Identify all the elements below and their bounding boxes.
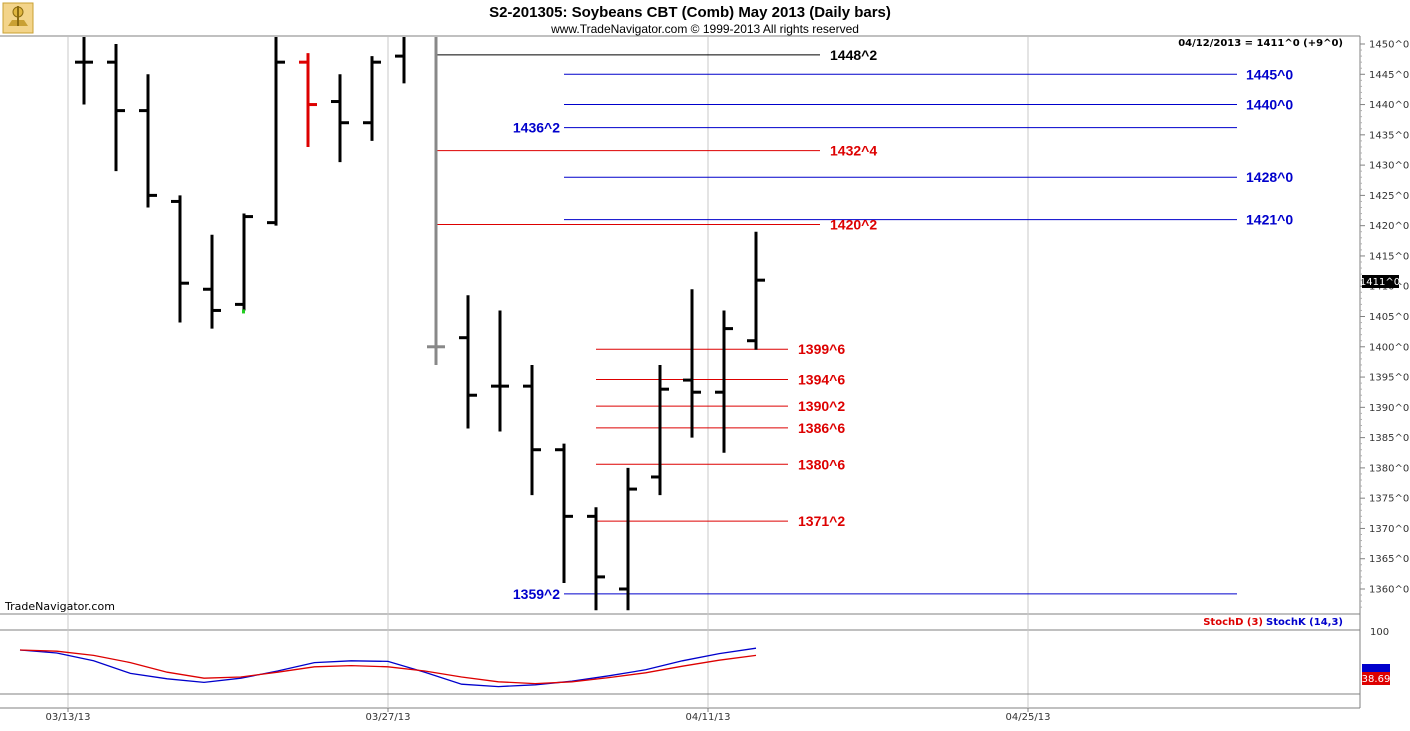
ohlc-bar bbox=[587, 507, 605, 611]
y-tick-label: 1395^0 bbox=[1369, 373, 1409, 384]
ohlc-bar bbox=[139, 74, 157, 208]
ohlc-bar bbox=[107, 44, 125, 172]
ohlc-bar bbox=[459, 295, 477, 429]
y-tick-label: 1445^0 bbox=[1369, 70, 1409, 81]
ohlc-bar bbox=[683, 289, 701, 438]
level-label: 1399^6 bbox=[798, 341, 845, 357]
level-label: 1421^0 bbox=[1246, 212, 1293, 228]
ohlc-bar bbox=[555, 443, 573, 583]
grid-layer bbox=[0, 37, 1360, 708]
y-tick-label: 1375^0 bbox=[1369, 494, 1409, 505]
y-tick-label: 1440^0 bbox=[1369, 100, 1409, 111]
y-tick-label: 1420^0 bbox=[1369, 221, 1409, 232]
stochd-legend: StochD (3) bbox=[1203, 617, 1263, 628]
ohlc-bar bbox=[299, 53, 317, 147]
y-tick-label: 1450^0 bbox=[1369, 40, 1409, 51]
ohlc-bar bbox=[363, 56, 381, 141]
stochd-line bbox=[19, 649, 757, 685]
level-label: 1359^2 bbox=[513, 586, 560, 602]
stochk-legend: StochK (14,3) bbox=[1266, 617, 1343, 628]
status-readout: 04/12/2013 = 1411^0 (+9^0) bbox=[1178, 38, 1343, 49]
y-tick-label: 1430^0 bbox=[1369, 161, 1409, 172]
trade-navigator-logo-icon bbox=[2, 2, 34, 34]
level-label: 1380^6 bbox=[798, 456, 845, 472]
ohlc-bar bbox=[75, 37, 93, 105]
stochd-value-badge: 38.69 bbox=[1362, 672, 1391, 685]
last-price-badge-text: 1411^0 bbox=[1360, 277, 1400, 288]
ohlc-bar bbox=[491, 310, 509, 432]
ohlc-bar bbox=[203, 234, 221, 329]
level-label: 1394^6 bbox=[798, 371, 845, 387]
signal-marker bbox=[242, 309, 245, 314]
y-tick-label: 1380^0 bbox=[1369, 463, 1409, 474]
stochastic-panel bbox=[19, 647, 757, 688]
price-levels: 1448^2 1445^0 1440^0 1436^2 1432^4 1428^0 1421… bbox=[437, 47, 1293, 602]
ohlc-bars bbox=[75, 37, 765, 611]
ohlc-bar bbox=[523, 364, 541, 496]
ohlc-bar bbox=[427, 37, 445, 365]
osc-level-100: 100 bbox=[1370, 627, 1389, 638]
level-label: 1428^0 bbox=[1246, 169, 1293, 185]
stochk-line bbox=[19, 647, 757, 688]
ohlc-bar bbox=[171, 195, 189, 323]
y-tick-label: 1390^0 bbox=[1369, 403, 1409, 414]
ohlc-bar bbox=[395, 37, 406, 84]
x-tick-label: 04/11/13 bbox=[686, 712, 731, 723]
ohlc-bar bbox=[331, 74, 349, 163]
stochk-value-badge bbox=[1362, 664, 1390, 672]
y-tick-label: 1365^0 bbox=[1369, 554, 1409, 565]
y-tick-label: 1405^0 bbox=[1369, 312, 1409, 323]
y-tick-label: 1385^0 bbox=[1369, 433, 1409, 444]
y-axis: 1450^0 1445^0 1440^0 1435^0 1430^0 1425^0 1420… bbox=[1360, 40, 1409, 608]
level-label: 1390^2 bbox=[798, 398, 845, 414]
x-tick-label: 03/13/13 bbox=[46, 712, 91, 723]
ohlc-bar bbox=[651, 364, 669, 496]
level-label: 1436^2 bbox=[513, 120, 560, 136]
y-tick-label: 1400^0 bbox=[1369, 342, 1409, 353]
y-tick-label: 1415^0 bbox=[1369, 251, 1409, 262]
y-tick-label: 1370^0 bbox=[1369, 524, 1409, 535]
level-label: 1420^2 bbox=[830, 216, 877, 232]
ohlc-bar bbox=[267, 37, 285, 226]
ohlc-bar bbox=[747, 231, 765, 350]
ohlc-bar bbox=[715, 310, 733, 453]
x-tick-label: 04/25/13 bbox=[1006, 712, 1051, 723]
level-label: 1371^2 bbox=[798, 513, 845, 529]
stochd-value-text: 38.69 bbox=[1362, 674, 1391, 685]
y-tick-label: 1435^0 bbox=[1369, 130, 1409, 141]
level-label: 1432^4 bbox=[830, 143, 877, 159]
y-tick-label: 1425^0 bbox=[1369, 191, 1409, 202]
level-label: 1448^2 bbox=[830, 47, 877, 63]
chart-title: S2-201305: Soybeans CBT (Comb) May 2013 … bbox=[489, 4, 891, 21]
ohlc-bar bbox=[619, 467, 637, 611]
y-tick-label: 1360^0 bbox=[1369, 585, 1409, 596]
chart-subtitle: www.TradeNavigator.com © 1999-2013 All r… bbox=[550, 22, 859, 36]
watermark: TradeNavigator.com bbox=[4, 600, 115, 613]
level-label: 1386^6 bbox=[798, 420, 845, 436]
ohlc-bar bbox=[235, 213, 253, 311]
level-label: 1445^0 bbox=[1246, 66, 1293, 82]
x-tick-label: 03/27/13 bbox=[366, 712, 411, 723]
last-price-badge: 1411^0 bbox=[1360, 275, 1400, 288]
level-label: 1440^0 bbox=[1246, 97, 1293, 113]
x-axis: 03/13/13 03/27/13 04/11/13 04/25/13 bbox=[46, 708, 1051, 723]
